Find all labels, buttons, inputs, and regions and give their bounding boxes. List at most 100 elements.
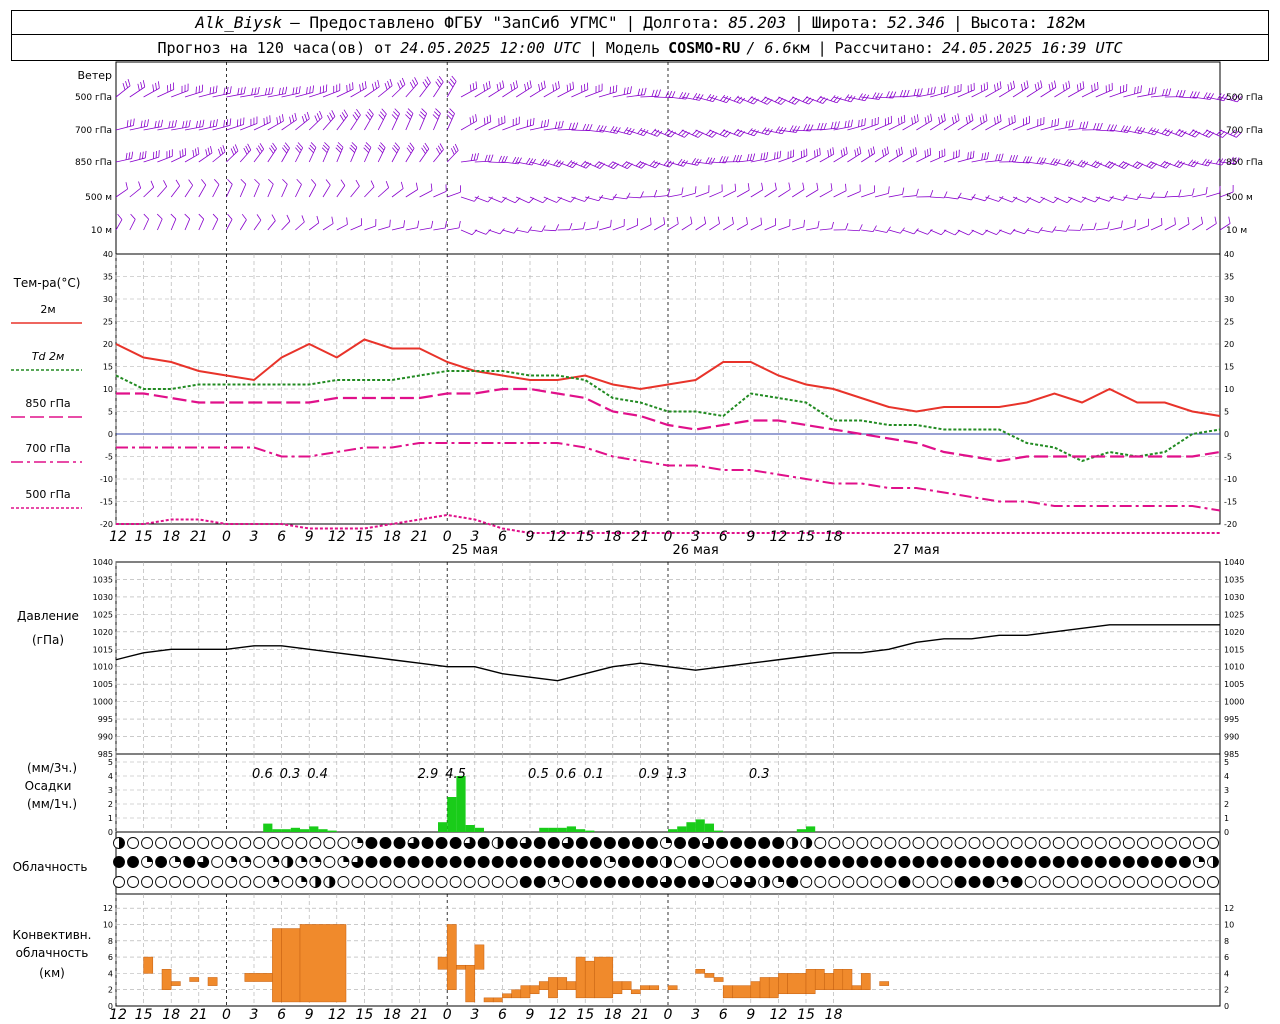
cloud-fill-full [394, 837, 406, 849]
wind-barb-flag [212, 86, 215, 94]
wind-barb-flag [1034, 83, 1037, 91]
wind-barb [736, 223, 748, 231]
cloud-fill-full [365, 856, 377, 868]
wind-barb-flag [1106, 124, 1111, 131]
temp-ytick-left: 25 [103, 318, 113, 327]
wind-barb-flag [270, 145, 276, 152]
cloud-fill-part [1198, 856, 1205, 862]
precip-ytick-left: 2 [108, 800, 113, 809]
wind-barb [557, 196, 571, 203]
precip-bar [290, 827, 300, 832]
wind-barb-flag [301, 215, 305, 223]
wind-barb [1068, 87, 1085, 98]
wind-barb-flag [844, 94, 850, 101]
wind-barb-flag [612, 85, 615, 93]
precip-total-label: 0.3 [749, 767, 770, 782]
wind-barb [957, 229, 969, 236]
wind-barb [295, 221, 305, 231]
cloud-circle [281, 837, 294, 849]
wind-barb-flag [859, 224, 863, 231]
time-tick-label: 15 [135, 529, 153, 545]
wind-barb [654, 195, 669, 198]
conv-bar [143, 956, 154, 974]
wind-barb-flag [298, 86, 301, 94]
cloud-circle [842, 876, 855, 888]
wind-barb-flag [310, 142, 317, 148]
conv-bar [520, 985, 531, 999]
wind-barb [1012, 122, 1030, 131]
wind-barb [764, 224, 776, 231]
wind-barb-flag [528, 158, 534, 165]
wind-barb-flag [720, 94, 726, 101]
temp-ytick-right: 40 [1224, 250, 1234, 259]
wind-barb-flag [368, 108, 374, 115]
wind-barb-flag [431, 220, 434, 228]
cloud-circle [1066, 876, 1079, 888]
cloud-circle [1207, 837, 1219, 849]
time-tick-label: 18 [604, 529, 622, 545]
wind-barb-flag [309, 144, 316, 151]
conv-bar [621, 981, 632, 990]
wind-barb [847, 153, 862, 163]
wind-barb-flag [472, 115, 475, 123]
wind-barb-flag [571, 122, 575, 130]
wind-barb-flag [1147, 127, 1153, 134]
wind-barb-flag [399, 80, 404, 87]
wind-level-label-right: 700 гПа [1226, 126, 1263, 136]
wind-barb-flag [820, 122, 824, 130]
conv-ytick-left: 10 [103, 920, 113, 929]
wind-barb-flag [850, 119, 853, 127]
cloud-circle [1094, 876, 1107, 888]
wind-barb [377, 147, 386, 163]
temp-title: Тем-ра(°C) [13, 276, 81, 290]
wind-barb [115, 219, 123, 231]
cloud-circle [1193, 837, 1205, 849]
wind-barb [971, 229, 983, 236]
conv-bar [630, 989, 641, 995]
time-tick-label-bottom: 12 [769, 1007, 787, 1023]
precip-unit-1h: (мм/1ч.) [27, 797, 77, 811]
wind-barb-flag [984, 152, 987, 160]
wind-barb-flag [308, 147, 314, 153]
wind-barb-flag [406, 111, 412, 117]
wind-barb [999, 196, 1013, 203]
wind-barb-flag [458, 220, 461, 228]
pressure-ytick-right: 1025 [1224, 610, 1244, 619]
wind-barb-flag [566, 160, 573, 166]
wind-barb-flag [125, 81, 128, 88]
wind-barb-flag [356, 109, 361, 116]
wind-barb-flag [635, 160, 642, 167]
temp-ytick-right: 35 [1224, 273, 1234, 282]
wind-barb-flag [1050, 158, 1055, 165]
wind-barb-flag [1037, 82, 1040, 90]
pressure-ytick-right: 1020 [1224, 628, 1244, 637]
wind-barb-flag [1154, 86, 1157, 94]
wind-barb-flag [1206, 92, 1211, 100]
wind-barb-flag [122, 83, 126, 90]
wind-barb [446, 81, 457, 98]
time-tick-label-bottom: 15 [576, 1007, 594, 1023]
wind-barb-flag [198, 213, 204, 220]
wind-barb [129, 86, 146, 98]
wind-barb-flag [920, 88, 923, 96]
wind-barb-flag [569, 83, 572, 91]
wind-barb [1040, 87, 1057, 98]
wind-barb [295, 184, 302, 198]
wind-barb-flag [501, 155, 505, 163]
cloud-circle [323, 856, 336, 868]
cloud-circle [1164, 837, 1177, 849]
wind-barb-flag [414, 77, 419, 84]
wind-barb-flag [1160, 160, 1166, 167]
wind-barb-flag [209, 87, 212, 95]
wind-barb [1026, 196, 1040, 204]
wind-barb-flag [257, 145, 263, 152]
wind-barb [1137, 196, 1152, 199]
wind-barb-flag [129, 119, 132, 127]
wind-barb-flag [623, 127, 629, 134]
precip-total-label: 0.6 [252, 767, 273, 782]
wind-barb-flag [654, 89, 658, 97]
wind-barb-flag [371, 83, 375, 91]
wind-barb [723, 190, 736, 198]
wind-barb-flag [895, 149, 898, 157]
cloud-fill-part [301, 856, 307, 862]
